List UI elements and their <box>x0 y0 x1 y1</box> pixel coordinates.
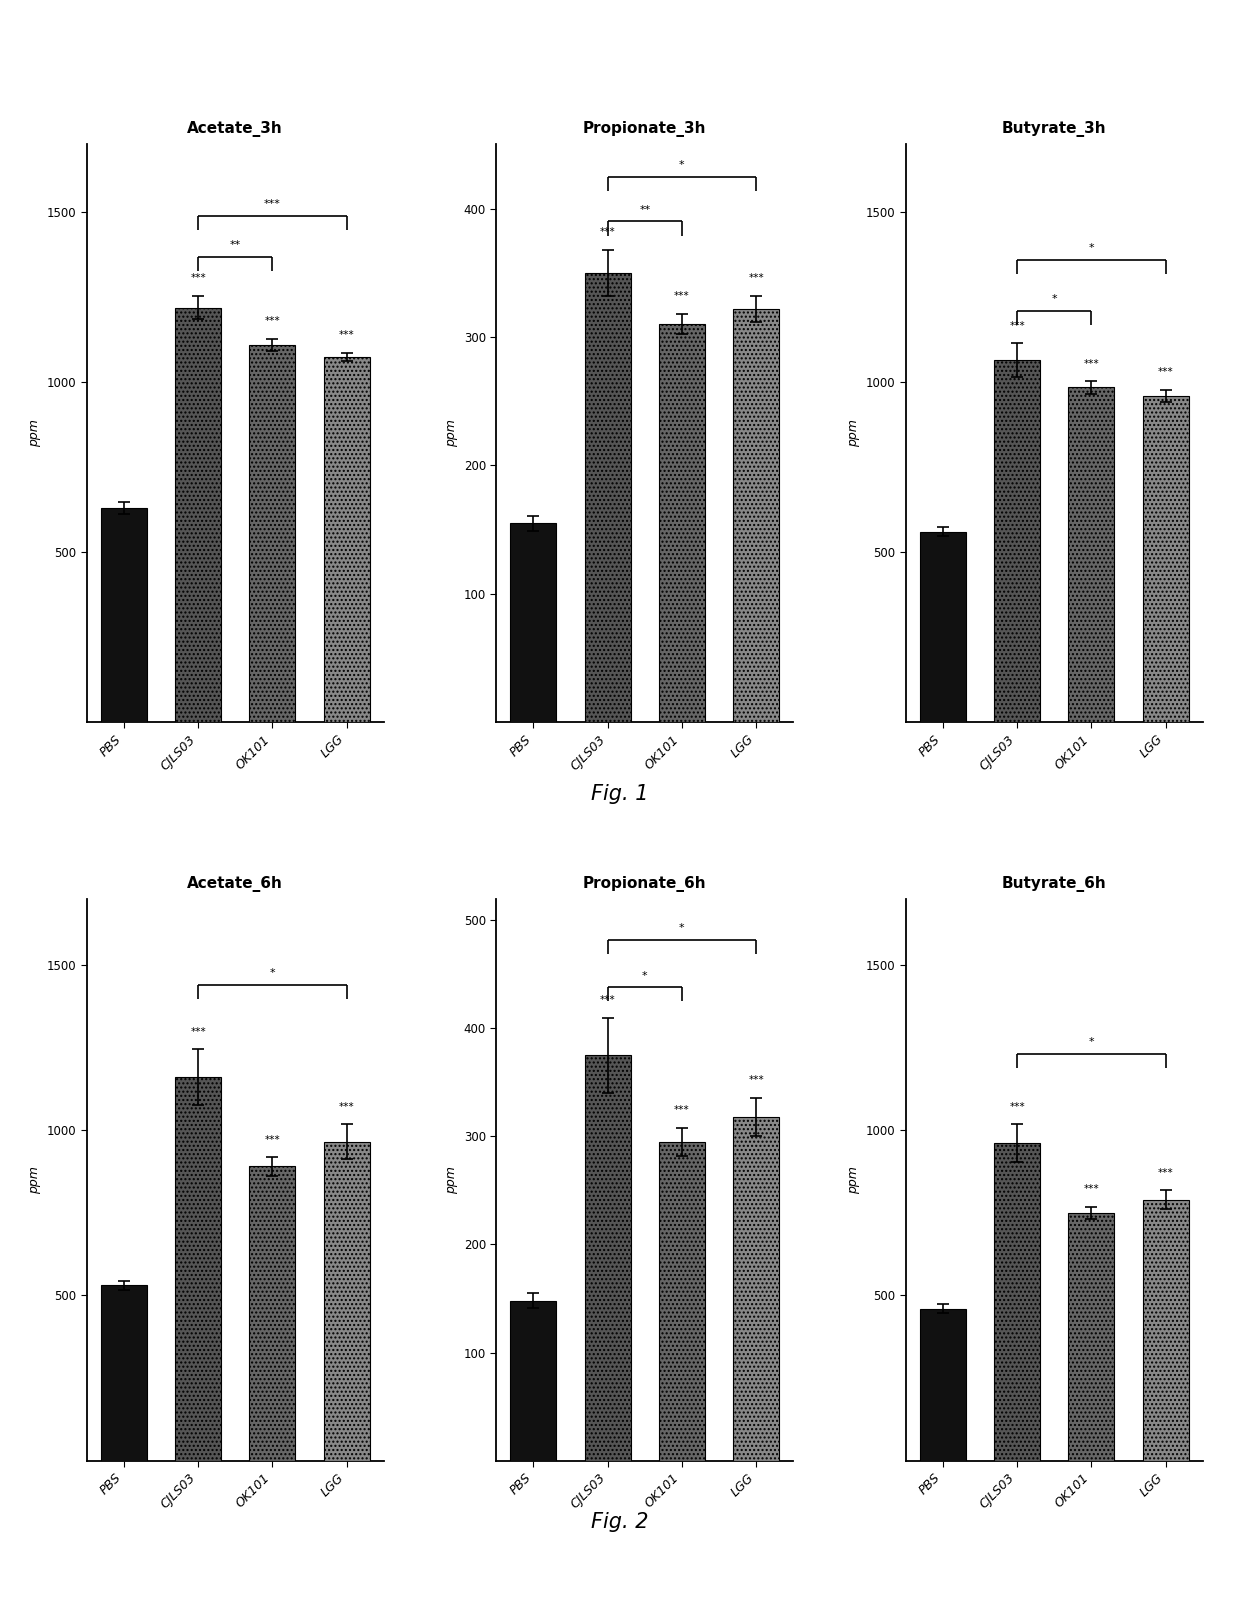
Text: *: * <box>680 923 684 933</box>
Text: ***: *** <box>600 226 615 238</box>
Bar <box>511 1300 557 1461</box>
Y-axis label: ppm: ppm <box>29 1165 41 1194</box>
Text: ***: *** <box>339 1103 355 1112</box>
Text: ***: *** <box>1009 1101 1025 1112</box>
Bar <box>994 1143 1040 1461</box>
Bar <box>920 1308 966 1461</box>
Title: Propionate_6h: Propionate_6h <box>583 876 707 892</box>
Bar <box>100 1286 146 1461</box>
Text: ***: *** <box>264 316 280 326</box>
Bar <box>511 523 557 722</box>
Text: *: * <box>269 968 275 977</box>
Bar <box>249 1167 295 1461</box>
Bar <box>324 1141 370 1461</box>
Bar <box>733 1117 779 1461</box>
Bar <box>920 531 966 722</box>
Text: ***: *** <box>264 199 280 209</box>
Y-axis label: ppm: ppm <box>445 419 458 448</box>
Text: ***: *** <box>675 1106 689 1115</box>
Text: **: ** <box>639 204 651 215</box>
Bar <box>658 1141 704 1461</box>
Title: Butyrate_3h: Butyrate_3h <box>1002 122 1107 138</box>
Title: Acetate_3h: Acetate_3h <box>187 122 283 138</box>
Y-axis label: ppm: ppm <box>29 419 41 448</box>
Text: ***: *** <box>675 291 689 302</box>
Text: **: ** <box>229 239 241 250</box>
Text: *: * <box>1089 242 1095 254</box>
Y-axis label: ppm: ppm <box>847 419 861 448</box>
Bar <box>994 360 1040 722</box>
Bar <box>1069 1213 1115 1461</box>
Title: Propionate_3h: Propionate_3h <box>583 122 707 138</box>
Text: ***: *** <box>1158 1168 1173 1178</box>
Text: ***: *** <box>748 273 764 282</box>
Text: *: * <box>642 971 647 981</box>
Bar <box>100 509 146 722</box>
Text: ***: *** <box>339 331 355 340</box>
Bar <box>175 308 221 722</box>
Bar <box>175 1077 221 1461</box>
Bar <box>1069 387 1115 722</box>
Text: *: * <box>1052 294 1058 303</box>
Text: ***: *** <box>1009 321 1025 331</box>
Bar <box>733 308 779 722</box>
Bar <box>324 356 370 722</box>
Text: ***: *** <box>1084 358 1100 369</box>
Text: ***: *** <box>600 995 615 1005</box>
Text: ***: *** <box>190 1027 206 1037</box>
Text: ***: *** <box>1158 368 1173 377</box>
Bar <box>658 324 704 722</box>
Text: Fig. 2: Fig. 2 <box>591 1512 649 1531</box>
Bar <box>585 273 631 722</box>
Text: *: * <box>1089 1037 1095 1048</box>
Y-axis label: ppm: ppm <box>847 1165 861 1194</box>
Text: ***: *** <box>190 273 206 282</box>
Title: Acetate_6h: Acetate_6h <box>187 876 283 892</box>
Title: Butyrate_6h: Butyrate_6h <box>1002 876 1107 892</box>
Text: ***: *** <box>748 1075 764 1085</box>
Bar <box>1143 1199 1189 1461</box>
Text: ***: *** <box>264 1135 280 1144</box>
Bar <box>585 1056 631 1461</box>
Text: *: * <box>680 159 684 170</box>
Y-axis label: ppm: ppm <box>445 1165 458 1194</box>
Text: Fig. 1: Fig. 1 <box>591 785 649 804</box>
Text: ***: *** <box>1084 1184 1100 1194</box>
Bar <box>1143 396 1189 722</box>
Bar <box>249 345 295 722</box>
